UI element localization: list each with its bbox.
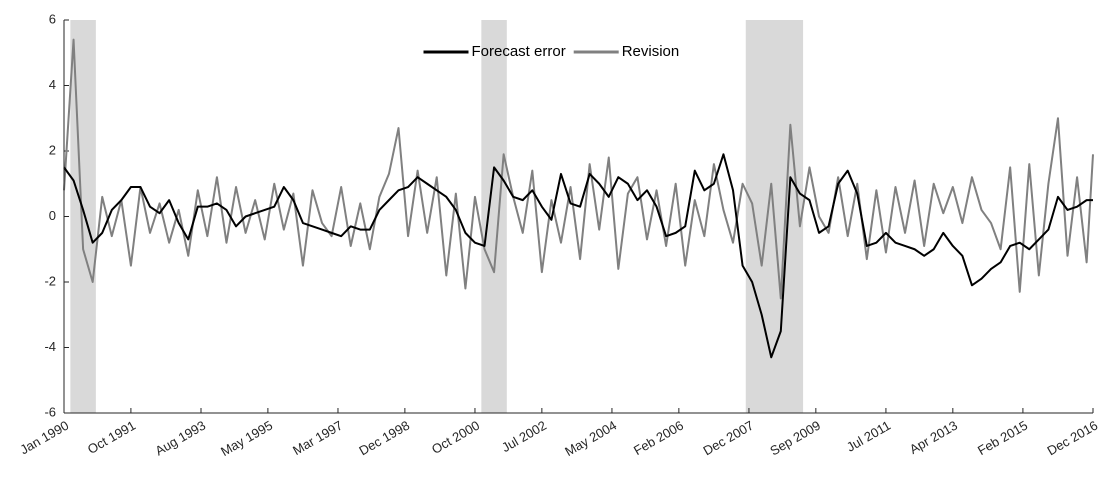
x-tick-label: Jan 1990 xyxy=(17,418,71,458)
x-tick-label: Feb 2015 xyxy=(975,418,1030,458)
legend-label: Forecast error xyxy=(472,43,566,60)
x-tick-label: Jul 2011 xyxy=(844,418,893,455)
y-tick-label: 6 xyxy=(49,11,56,26)
x-tick-label: Dec 2007 xyxy=(700,418,756,459)
x-tick-label: Oct 1991 xyxy=(85,418,138,457)
x-tick-label: Apr 2013 xyxy=(907,418,960,457)
x-tick-label: May 2004 xyxy=(562,418,619,460)
recession-shade xyxy=(481,20,507,413)
y-tick-label: 0 xyxy=(49,208,56,223)
x-tick-label: Jul 2002 xyxy=(499,418,549,456)
legend-label: Revision xyxy=(622,43,680,60)
y-tick-label: -6 xyxy=(44,404,56,419)
series-line xyxy=(63,38,1094,300)
y-tick-label: -2 xyxy=(44,273,56,288)
series-line xyxy=(63,153,1093,359)
x-tick-label: Aug 1993 xyxy=(152,418,208,459)
x-tick-label: Dec 1998 xyxy=(356,418,412,459)
x-tick-label: Dec 2016 xyxy=(1045,418,1101,459)
y-tick-label: 2 xyxy=(49,142,56,157)
x-tick-label: Oct 2000 xyxy=(429,418,482,457)
x-tick-label: Sep 2009 xyxy=(767,418,823,459)
x-tick-label: May 1995 xyxy=(218,418,275,460)
recession-shade xyxy=(70,20,96,413)
y-tick-label: -4 xyxy=(44,339,56,354)
x-tick-label: Mar 1997 xyxy=(290,418,345,458)
x-tick-label: Feb 2006 xyxy=(631,418,686,458)
y-tick-label: 4 xyxy=(49,77,56,92)
